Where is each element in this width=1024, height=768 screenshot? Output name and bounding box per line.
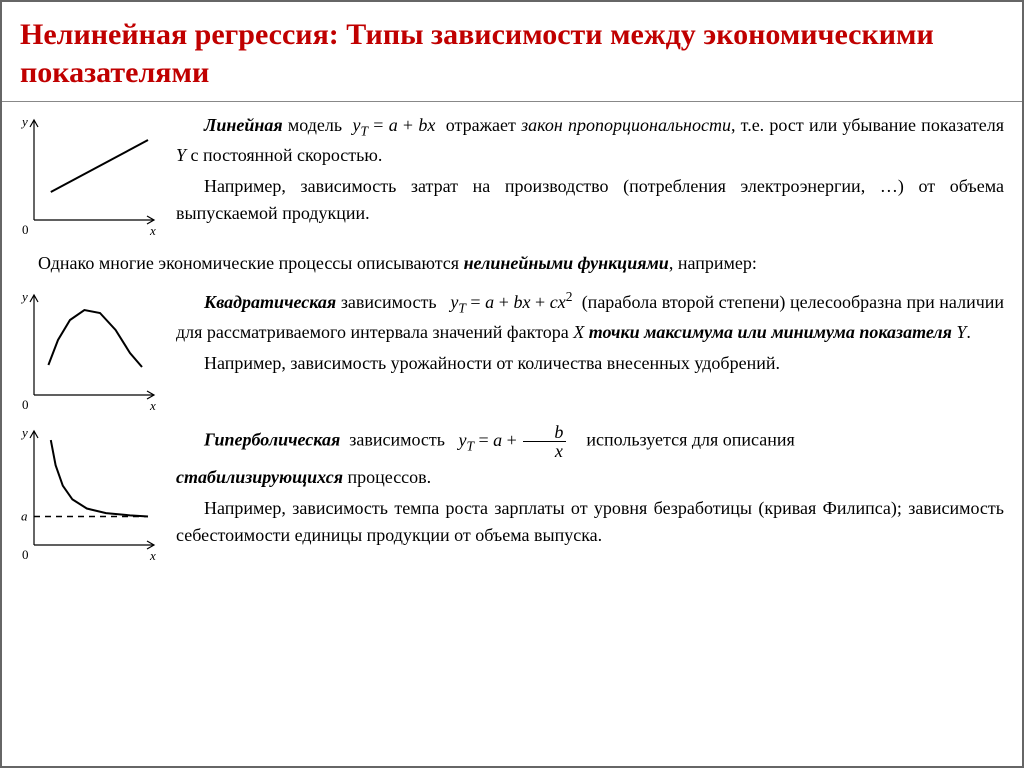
section-quadratic: y x 0 Квадратическая зависимость yT = a + … (10, 285, 1004, 415)
linear-cont2: с постоянной скоростью. (186, 145, 382, 165)
svg-text:a: a (21, 509, 28, 524)
quad-formula: yT = a + bx + cx2 (450, 292, 572, 312)
svg-text:0: 0 (22, 222, 29, 237)
section-hyperbolic: yx0a Гиперболическая зависимость yT = a … (10, 421, 1004, 553)
linear-cont1: , т.е. рост или убывание показателя (731, 115, 1004, 135)
linear-example: Например, зависимость затрат на производ… (176, 173, 1004, 227)
w-reflects: отражает (446, 115, 516, 135)
svg-text:x: x (149, 398, 156, 413)
hyp-bold: стабилизирующихся (176, 467, 343, 487)
hyp-example: Например, зависимость темпа роста зарпла… (176, 495, 1004, 549)
w-model: модель (288, 115, 342, 135)
hyp-cont: процессов. (343, 467, 431, 487)
page-title: Нелинейная регрессия: Типы зависимости м… (2, 2, 1022, 102)
quad-dep: зависимость (341, 292, 437, 312)
chart-hyperbolic: yx0a (10, 421, 164, 551)
hyp-name: Гиперболическая (204, 430, 340, 450)
mid-b: , например: (669, 253, 757, 273)
w-law: закон пропорциональности (521, 115, 731, 135)
hyp-formula: yT = a + bx (459, 430, 573, 450)
svg-text:0: 0 (22, 397, 29, 412)
svg-text:y: y (20, 289, 28, 304)
svg-text:y: y (20, 114, 28, 129)
quad-Y: Y (956, 322, 966, 342)
hyp-dep: зависимость (349, 430, 445, 450)
chart-quadratic: y x 0 (10, 285, 164, 415)
linear-formula: yT = a + bx (353, 115, 436, 135)
section-linear: y x 0 Линейная модель yT = a + bx отражает… (10, 110, 1004, 240)
quad-X: X (573, 322, 584, 342)
svg-text:0: 0 (22, 547, 29, 562)
content-area: y x 0 Линейная модель yT = a + bx отражает… (2, 102, 1022, 569)
quad-bold: точки максимума или минимума показателя (589, 322, 952, 342)
text-linear: Линейная модель yT = a + bx отражает зак… (176, 110, 1004, 231)
svg-text:y: y (20, 425, 28, 440)
quad-example: Например, зависимость урожайности от кол… (176, 350, 1004, 377)
svg-text:x: x (149, 548, 156, 563)
linear-name: Линейная (204, 115, 283, 135)
hyp-used: используется для описания (586, 430, 794, 450)
quad-name: Квадратическая (204, 292, 336, 312)
linear-Y: Y (176, 145, 186, 165)
chart-linear: y x 0 (10, 110, 164, 240)
mid-a: Однако многие экономические процессы опи… (38, 253, 464, 273)
mid-sentence: Однако многие экономические процессы опи… (10, 246, 1004, 285)
mid-bold: нелинейными функциями (464, 253, 669, 273)
text-quadratic: Квадратическая зависимость yT = a + bx +… (176, 285, 1004, 381)
text-hyperbolic: Гиперболическая зависимость yT = a + bx … (176, 421, 1004, 553)
svg-text:x: x (149, 223, 156, 238)
